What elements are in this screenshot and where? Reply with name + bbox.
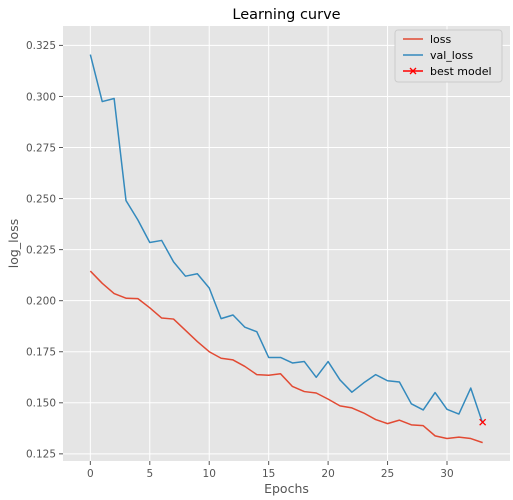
legend-box bbox=[394, 29, 503, 83]
y-ticks: 0.125 0.150 0.175 0.200 0.225 0.250 0.275 0.300… bbox=[26, 40, 63, 461]
y-tick-label: 0.250 bbox=[26, 193, 56, 205]
x-tick-label: 0 bbox=[87, 468, 94, 480]
legend-label-best-model: best model bbox=[430, 65, 492, 78]
best-model-point bbox=[479, 418, 487, 426]
y-tick-label: 0.275 bbox=[26, 142, 56, 154]
x-tick-label: 30 bbox=[440, 468, 453, 480]
chart-title: Learning curve bbox=[232, 7, 340, 23]
x-tick-label: 15 bbox=[262, 468, 275, 480]
y-axis-label: log_loss bbox=[6, 219, 21, 268]
y-tick-label: 0.325 bbox=[26, 40, 56, 52]
y-tick-label: 0.300 bbox=[26, 91, 56, 103]
x-axis-label: Epochs bbox=[264, 481, 309, 496]
x-tick-label: 10 bbox=[203, 468, 216, 480]
x-tick-label: 5 bbox=[146, 468, 153, 480]
y-tick-label: 0.200 bbox=[26, 295, 56, 307]
legend-label-val_loss: val_loss bbox=[430, 49, 473, 62]
y-tick-label: 0.125 bbox=[26, 449, 56, 461]
y-tick-label: 0.175 bbox=[26, 347, 56, 359]
x-tick-label: 25 bbox=[381, 468, 394, 480]
plot-area bbox=[63, 26, 510, 461]
val_loss-line bbox=[89, 54, 484, 424]
y-tick-label: 0.225 bbox=[26, 244, 56, 256]
legend-marker-best-model bbox=[409, 67, 417, 75]
x-marker-stroke bbox=[479, 418, 487, 426]
x-ticks: 0 5 10 15 20 25 30 bbox=[87, 461, 454, 480]
y-tick-label: 0.150 bbox=[26, 398, 56, 410]
series-group bbox=[89, 54, 487, 444]
loss-line bbox=[89, 270, 483, 444]
legend-label-loss: loss bbox=[430, 33, 452, 46]
x-tick-label: 20 bbox=[321, 468, 334, 480]
grid bbox=[63, 26, 510, 461]
